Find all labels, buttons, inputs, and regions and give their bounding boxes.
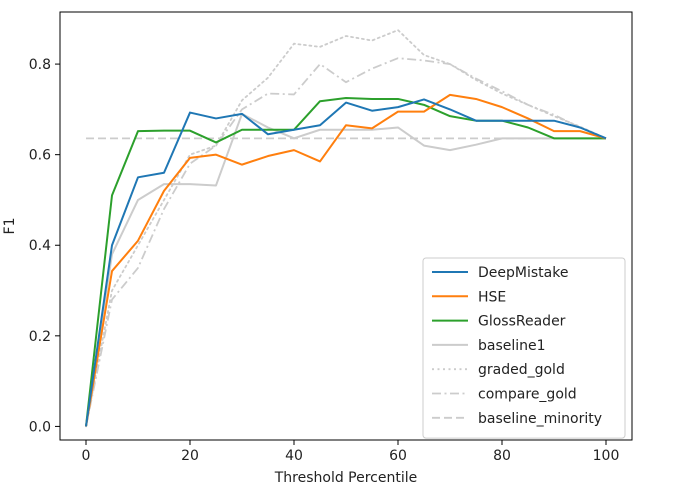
legend-label-glossreader: GlossReader — [478, 314, 566, 330]
x-tick-label: 0 — [82, 448, 91, 464]
series-line-glossreader — [85, 97, 606, 427]
x-tick-label: 60 — [389, 448, 407, 464]
legend-box — [422, 257, 626, 439]
y-tick-label: 0.6 — [29, 148, 51, 164]
legend: DeepMistake HSE GlossReader baseline1 graded… — [422, 257, 626, 439]
y-tick-label: 0.4 — [29, 238, 51, 254]
series-layer — [85, 29, 607, 428]
legend-label-compare-gold: compare_gold — [478, 387, 577, 403]
series-line-deepmistake — [85, 98, 607, 427]
x-axis-label: Threshold Percentile — [274, 470, 418, 486]
y-tick-label: 0.2 — [29, 329, 51, 345]
x-tick-label: 100 — [593, 448, 620, 464]
x-tick-label: 20 — [181, 448, 199, 464]
ticks-layer: 0 20 40 60 80 100 0.0 0.2 0.4 0.6 0.8 — [29, 57, 620, 464]
legend-label-hse: HSE — [478, 289, 506, 305]
y-axis-label: F1 — [2, 218, 18, 235]
legend-label-baseline1: baseline1 — [478, 338, 546, 354]
legend-label-graded-gold: graded_gold — [478, 362, 565, 378]
plot-frame — [59, 11, 633, 441]
series-line-compare-gold — [85, 57, 607, 427]
y-tick-label: 0.0 — [29, 419, 51, 435]
legend-label-deepmistake: DeepMistake — [478, 265, 568, 281]
x-tick-label: 80 — [493, 448, 511, 464]
legend-label-baseline-minority: baseline_minority — [478, 411, 602, 427]
y-tick-label: 0.8 — [29, 57, 51, 73]
series-line-hse — [85, 93, 607, 427]
x-tick-label: 40 — [285, 448, 303, 464]
series-line-baseline1 — [85, 112, 606, 427]
